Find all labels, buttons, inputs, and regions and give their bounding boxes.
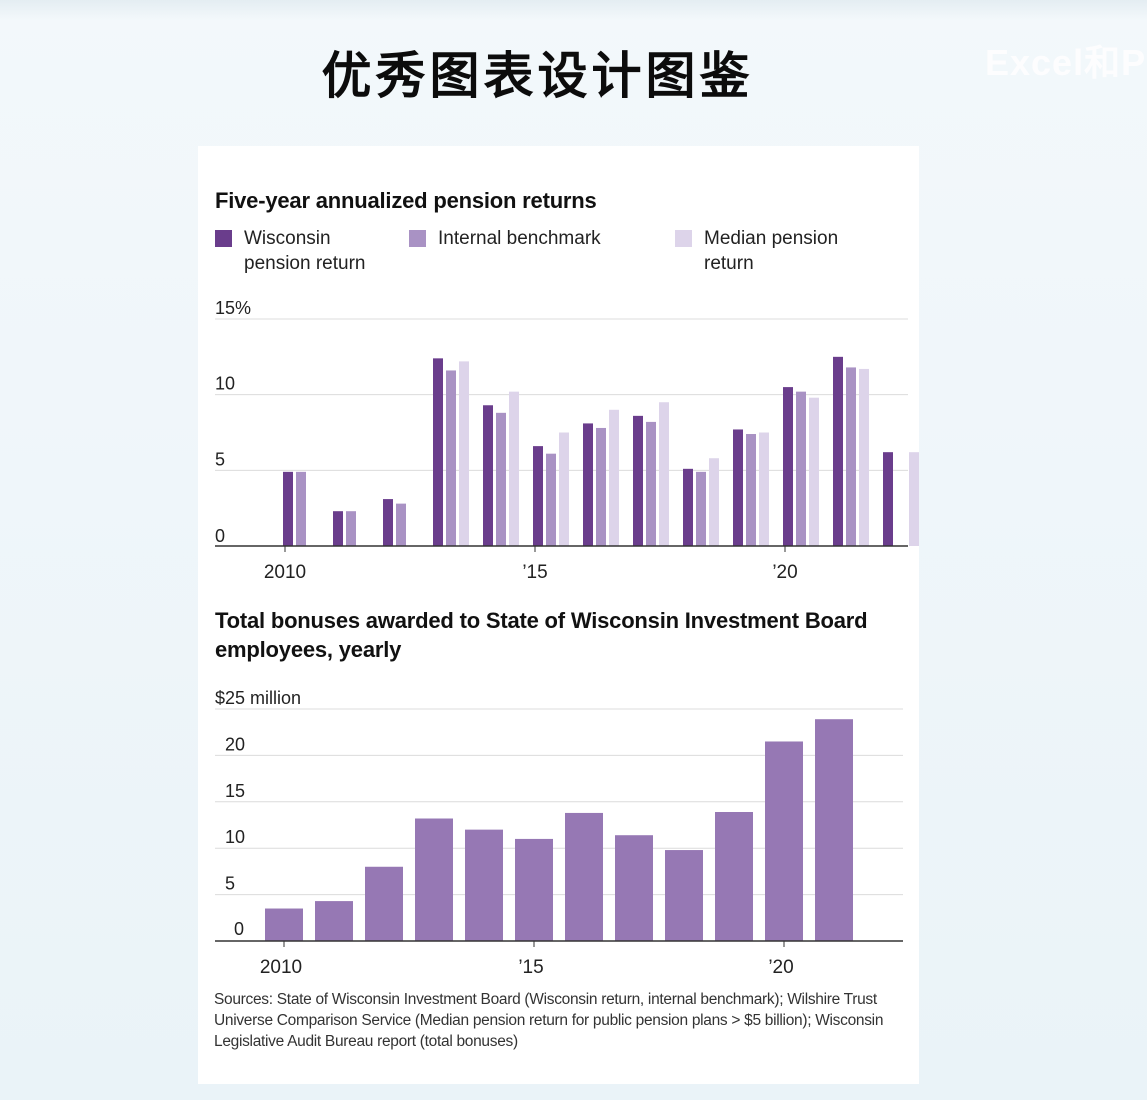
slide-title: 优秀图表设计图鉴 bbox=[321, 46, 754, 105]
legend-swatch-wisconsin bbox=[215, 230, 232, 247]
bonus-bar bbox=[365, 866, 403, 941]
legend-label-internal: Internal benchmark bbox=[438, 228, 601, 249]
y-tick-label: 5 bbox=[225, 874, 235, 894]
bar-wisconsin-pension-return bbox=[533, 446, 543, 546]
y-tick-label: 10 bbox=[225, 827, 245, 847]
bar-median-pension-return bbox=[609, 409, 619, 546]
y-tick-label: 5 bbox=[215, 449, 225, 469]
y-tick-label: $25 million bbox=[215, 688, 301, 708]
bar-internal-benchmark bbox=[696, 471, 706, 546]
bar-internal-benchmark bbox=[496, 412, 506, 546]
bar-internal-benchmark bbox=[746, 434, 756, 546]
y-tick-label: 10 bbox=[215, 374, 235, 394]
top-band bbox=[0, 0, 1147, 20]
bar-internal-benchmark bbox=[646, 421, 656, 546]
bar-median-pension-return bbox=[509, 391, 519, 546]
bar-median-pension-return bbox=[559, 432, 569, 546]
bar-internal-benchmark bbox=[596, 427, 606, 546]
bonus-bar bbox=[615, 835, 653, 941]
bar-wisconsin-pension-return bbox=[483, 405, 493, 546]
bonus-bar bbox=[515, 838, 553, 941]
bar-wisconsin-pension-return bbox=[433, 358, 443, 546]
bonuses-chart: $25 million 20 15 10 5 0 2010 ’15 ’20 bbox=[215, 688, 903, 978]
bar-median-pension-return bbox=[859, 368, 869, 546]
bar-wisconsin-pension-return bbox=[333, 511, 343, 546]
bar-internal-benchmark bbox=[546, 453, 556, 546]
chart2-title: Total bonuses awarded to State of Wiscon… bbox=[215, 608, 868, 662]
chart1-title: Five-year annualized pension returns bbox=[215, 188, 597, 213]
bar-wisconsin-pension-return bbox=[633, 415, 643, 546]
sources-footnote: Sources: State of Wisconsin Investment B… bbox=[214, 991, 884, 1050]
y-tick-label: 0 bbox=[234, 919, 244, 939]
bar-median-pension-return bbox=[759, 432, 769, 546]
legend-swatch-internal bbox=[409, 230, 426, 247]
bonus-bar bbox=[465, 829, 503, 941]
pension-returns-chart: 15% 10 5 0 2010 ’15 ’20 bbox=[215, 298, 919, 583]
y-tick-label: 0 bbox=[215, 526, 225, 546]
legend-swatch-median bbox=[675, 230, 692, 247]
bar-wisconsin-pension-return bbox=[783, 387, 793, 546]
y-tick-label: 15 bbox=[225, 781, 245, 801]
bar-internal-benchmark bbox=[396, 503, 406, 546]
bar-wisconsin-pension-return bbox=[883, 452, 893, 546]
x-tick-label: ’15 bbox=[518, 957, 543, 978]
bonus-bar bbox=[715, 812, 753, 941]
y-tick-label: 20 bbox=[225, 734, 245, 754]
bar-median-pension-return bbox=[709, 458, 719, 546]
bar-internal-benchmark bbox=[446, 370, 456, 546]
x-tick-label: ’20 bbox=[768, 957, 793, 978]
bonus-bar bbox=[415, 818, 453, 941]
legend-label-median: Median pension return bbox=[704, 228, 839, 274]
bonus-bar bbox=[815, 719, 853, 941]
x-tick-label: 2010 bbox=[260, 957, 302, 978]
bar-wisconsin-pension-return bbox=[383, 499, 393, 546]
bar-internal-benchmark bbox=[296, 471, 306, 546]
x-tick-label: ’15 bbox=[522, 562, 547, 583]
bonus-bar bbox=[765, 741, 803, 941]
bonus-bar bbox=[665, 850, 703, 941]
bar-median-pension-return bbox=[809, 397, 819, 546]
bar-median-pension-return bbox=[659, 402, 669, 546]
x-tick-label: 2010 bbox=[264, 562, 306, 583]
bar-median-pension-return bbox=[459, 361, 469, 546]
bar-wisconsin-pension-return bbox=[733, 429, 743, 546]
watermark: Excel和P bbox=[985, 42, 1147, 83]
legend-label-wisconsin: Wisconsin pension return bbox=[244, 228, 366, 274]
bar-internal-benchmark bbox=[796, 391, 806, 546]
bar-internal-benchmark bbox=[846, 367, 856, 546]
bar-median-pension-return bbox=[909, 452, 919, 546]
y-tick-label: 15% bbox=[215, 298, 251, 318]
bonus-bar bbox=[315, 901, 353, 941]
bar-internal-benchmark bbox=[346, 511, 356, 546]
bonus-bar bbox=[265, 908, 303, 941]
bar-wisconsin-pension-return bbox=[683, 468, 693, 546]
infographic-card: Five-year annualized pension returns Wis… bbox=[198, 146, 919, 1084]
bar-wisconsin-pension-return bbox=[833, 356, 843, 546]
bar-wisconsin-pension-return bbox=[283, 471, 293, 546]
bonus-bar bbox=[565, 812, 603, 941]
bar-wisconsin-pension-return bbox=[583, 423, 593, 546]
x-tick-label: ’20 bbox=[772, 562, 797, 583]
